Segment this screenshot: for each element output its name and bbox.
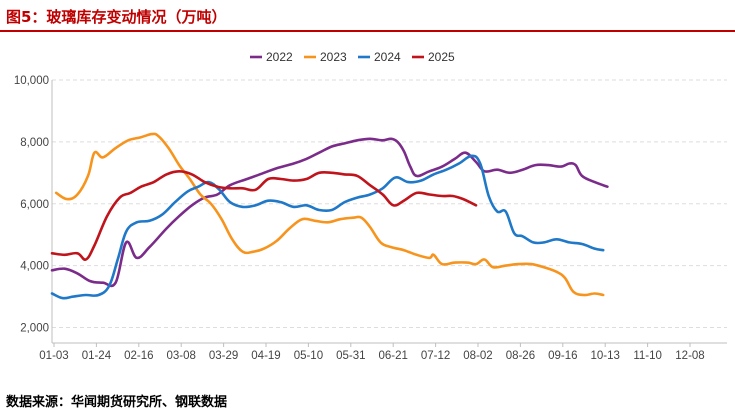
y-tick-label: 2,000 xyxy=(20,323,49,335)
x-tick-label: 01-24 xyxy=(82,350,112,362)
series-line-2022 xyxy=(50,137,609,288)
x-tick-label: 06-21 xyxy=(378,350,407,362)
legend-label-2024: 2024 xyxy=(374,50,401,64)
chart-legend: 2022 2023 2024 2025 xyxy=(250,50,455,64)
legend-label-2025: 2025 xyxy=(428,50,455,64)
series-line-2023 xyxy=(54,132,605,297)
x-tick-label: 03-08 xyxy=(166,350,195,362)
x-tick-label: 08-26 xyxy=(506,350,535,362)
x-tick-label: 07-12 xyxy=(421,350,450,362)
x-tick-label: 12-08 xyxy=(675,350,704,362)
x-tick-label: 04-19 xyxy=(251,350,280,362)
legend-label-2023: 2023 xyxy=(320,50,347,64)
y-tick-label: 8,000 xyxy=(20,137,49,149)
chart-series xyxy=(50,132,609,300)
series-line-2024 xyxy=(50,154,605,300)
data-source-note: 数据来源：华闻期货研究所、钢联数据 xyxy=(6,395,228,410)
chart-axes: 2,000 4,000 6,000 8,000 10,000 01-03 01-24 02-1… xyxy=(14,75,727,362)
y-tick-label: 4,000 xyxy=(20,261,49,273)
x-tick-label: 05-31 xyxy=(336,350,365,362)
y-tick-label: 10,000 xyxy=(14,75,49,87)
x-tick-label: 02-16 xyxy=(124,350,153,362)
page-title: 图5：玻璃库存变动情况（万吨） xyxy=(6,8,227,26)
x-tick-label: 11-10 xyxy=(633,350,662,362)
x-tick-label: 03-29 xyxy=(209,350,238,362)
y-tick-label: 6,000 xyxy=(20,199,49,211)
x-tick-label: 10-13 xyxy=(590,350,619,362)
x-tick-label: 01-03 xyxy=(39,350,68,362)
x-tick-label: 05-10 xyxy=(294,350,323,362)
legend-label-2022: 2022 xyxy=(266,50,293,64)
x-tick-label: 09-16 xyxy=(548,350,577,362)
title-divider xyxy=(0,30,735,32)
x-tick-label: 08-02 xyxy=(463,350,492,362)
series-line-2025 xyxy=(50,170,478,261)
